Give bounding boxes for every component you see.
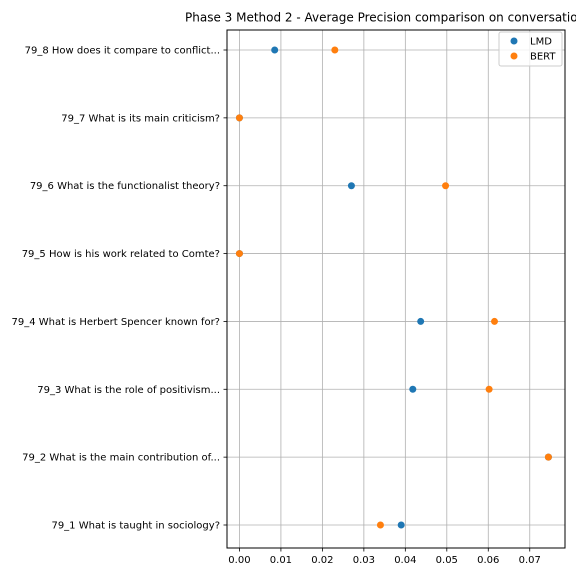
point-lmd bbox=[271, 46, 279, 54]
grid bbox=[227, 30, 565, 548]
legend-marker-bert bbox=[510, 52, 518, 60]
chart-title: Phase 3 Method 2 - Average Precision com… bbox=[185, 11, 576, 25]
x-axis: 0.00 0.01 0.02 0.03 0.04 0.05 0.06 0.07 bbox=[228, 548, 541, 566]
y-tick-label: 79_7 What is its main criticism? bbox=[61, 113, 220, 124]
point-bert bbox=[235, 250, 243, 258]
x-tick-label: 0.05 bbox=[436, 555, 458, 566]
y-axis: 79_1 What is taught in sociology? 79_2 Wh… bbox=[11, 46, 227, 532]
legend-label-bert: BERT bbox=[530, 52, 556, 63]
point-lmd bbox=[347, 182, 355, 190]
point-lmd bbox=[397, 521, 405, 529]
point-lmd bbox=[409, 385, 417, 393]
x-tick-label: 0.02 bbox=[311, 555, 333, 566]
point-bert bbox=[376, 521, 384, 529]
x-tick-label: 0.03 bbox=[353, 555, 375, 566]
legend-marker-lmd bbox=[510, 37, 518, 45]
point-bert bbox=[544, 453, 552, 461]
plot-frame bbox=[226, 29, 566, 549]
point-bert bbox=[331, 46, 339, 54]
data-points bbox=[235, 46, 552, 529]
point-bert bbox=[490, 317, 498, 325]
point-lmd bbox=[417, 317, 425, 325]
x-tick-label: 0.07 bbox=[519, 555, 541, 566]
x-tick-label: 0.06 bbox=[477, 555, 499, 566]
y-tick-label: 79_2 What is the main contribution of... bbox=[22, 453, 220, 464]
y-tick-label: 79_1 What is taught in sociology? bbox=[51, 521, 220, 532]
legend: LMD BERT bbox=[498, 31, 563, 67]
y-tick-label: 79_8 How does it compare to conflict... bbox=[25, 46, 220, 57]
y-tick-label: 79_6 What is the functionalist theory? bbox=[30, 181, 220, 192]
y-tick-label: 79_5 How is his work related to Comte? bbox=[22, 249, 220, 260]
point-bert bbox=[485, 385, 493, 393]
y-tick-label: 79_3 What is the role of positivism... bbox=[37, 385, 220, 396]
x-tick-label: 0.01 bbox=[270, 555, 292, 566]
x-tick-label: 0.04 bbox=[394, 555, 416, 566]
point-bert bbox=[235, 114, 243, 122]
point-bert bbox=[442, 182, 450, 190]
x-tick-label: 0.00 bbox=[228, 555, 250, 566]
legend-label-lmd: LMD bbox=[530, 37, 552, 48]
y-tick-label: 79_4 What is Herbert Spencer known for? bbox=[11, 317, 220, 328]
